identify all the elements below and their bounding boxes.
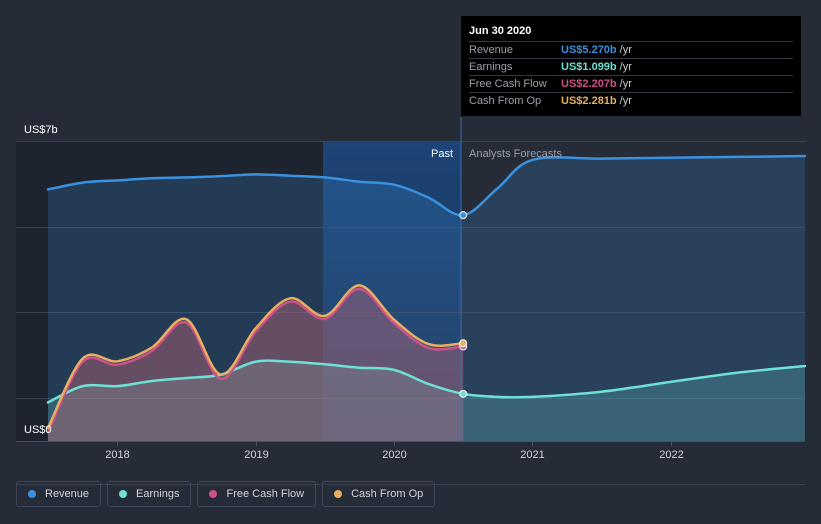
series-lines <box>46 154 807 434</box>
tooltip-series-value: US$5.270b <box>561 44 617 56</box>
tooltip-unit: /yr <box>619 44 632 56</box>
tooltip-series-name: Cash From Op <box>469 95 542 107</box>
free-cash-flow-area <box>48 288 464 441</box>
legend-label: Revenue <box>45 488 90 500</box>
tooltip-unit: /yr <box>619 78 632 90</box>
x-tick-label: 2022 <box>659 449 683 461</box>
cash-from-op-area <box>48 285 464 441</box>
x-tick-label: 2020 <box>382 449 406 461</box>
tooltip-row: Revenue US$5.270b/yr <box>469 41 793 58</box>
earnings-area <box>48 360 805 441</box>
forecast-label: Analysts Forecasts <box>469 148 562 160</box>
legend-item-cash-from-op[interactable]: Cash From Op <box>322 481 436 507</box>
y-axis-top-label: US$7b <box>24 124 58 136</box>
legend-dot-icon <box>334 490 343 498</box>
legend-label: Earnings <box>136 488 180 500</box>
earnings-line <box>46 359 807 404</box>
tooltip-markers <box>459 211 468 398</box>
x-axis-ticks: 2018 2019 2020 2021 2022 <box>105 441 684 461</box>
earnings-marker <box>459 389 468 398</box>
revenue-marker <box>459 211 468 220</box>
cash-from-op-marker <box>459 339 468 348</box>
tooltip-series-value: US$1.099b <box>561 61 617 73</box>
legend-dot-icon <box>119 490 128 498</box>
tooltip-series-value: US$2.207b <box>561 78 617 90</box>
tooltip-series-value: US$2.281b <box>561 95 617 107</box>
tooltip-series-name: Earnings <box>469 61 513 73</box>
legend-dot-icon <box>28 490 36 498</box>
tooltip-row: Free Cash Flow US$2.207b/yr <box>469 75 793 92</box>
past-highlight-band <box>323 141 461 441</box>
x-tick-label: 2021 <box>520 449 544 461</box>
legend-label: Free Cash Flow <box>226 488 305 500</box>
legend-item-free-cash-flow[interactable]: Free Cash Flow <box>197 481 317 507</box>
revenue-line <box>46 154 807 217</box>
cash-from-op-line <box>46 284 465 430</box>
legend-label: Cash From Op <box>351 488 424 500</box>
series-areas <box>48 156 805 441</box>
free-cash-flow-line <box>46 287 465 434</box>
tooltip-row: Earnings US$1.099b/yr <box>469 58 793 75</box>
past-label: Past <box>431 148 453 160</box>
legend: Revenue Earnings Free Cash Flow Cash From O… <box>16 481 441 507</box>
legend-item-earnings[interactable]: Earnings <box>107 481 192 507</box>
tooltip-date: Jun 30 2020 <box>469 25 532 37</box>
tooltip-unit: /yr <box>619 61 632 73</box>
y-axis-bottom-label: US$0 <box>24 424 52 436</box>
tooltip-series-name: Revenue <box>469 44 514 56</box>
tooltip-series-name: Free Cash Flow <box>469 78 547 90</box>
tooltip: Jun 30 2020 Revenue US$5.270b/yr Earnings U… <box>461 16 801 116</box>
x-tick-label: 2018 <box>105 449 129 461</box>
gridlines <box>16 141 805 485</box>
legend-dot-icon <box>209 490 218 498</box>
x-tick-label: 2019 <box>244 449 268 461</box>
legend-item-revenue[interactable]: Revenue <box>16 481 102 507</box>
tooltip-row: Cash From Op US$2.281b/yr <box>469 92 793 109</box>
tooltip-unit: /yr <box>619 95 632 107</box>
